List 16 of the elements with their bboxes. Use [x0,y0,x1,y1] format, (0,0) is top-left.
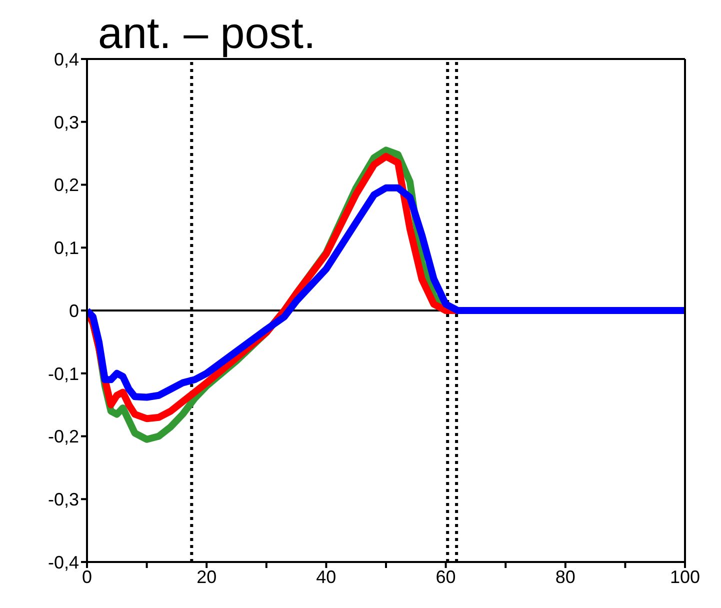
x-tick-label: 0 [82,566,92,587]
y-tick-label: -0,2 [48,426,79,447]
y-tick-label: 0,3 [54,112,79,132]
y-tick-label: -0,3 [48,490,79,510]
x-tick-label: 80 [555,566,576,587]
y-tick-label: -0,4 [48,552,79,572]
x-tick-label: 60 [436,566,456,587]
x-tick-label: 100 [670,566,700,587]
y-tick-label: -0,1 [48,364,79,384]
x-tick-label: 40 [316,566,336,587]
y-tick-label: 0,2 [54,175,79,196]
y-tick-label: 0,1 [54,238,79,258]
y-tick-label: 0,4 [54,49,79,70]
chart-title: ant. – post. [98,8,316,60]
x-tick-label: 20 [196,566,217,587]
y-tick-label: 0 [68,300,79,321]
